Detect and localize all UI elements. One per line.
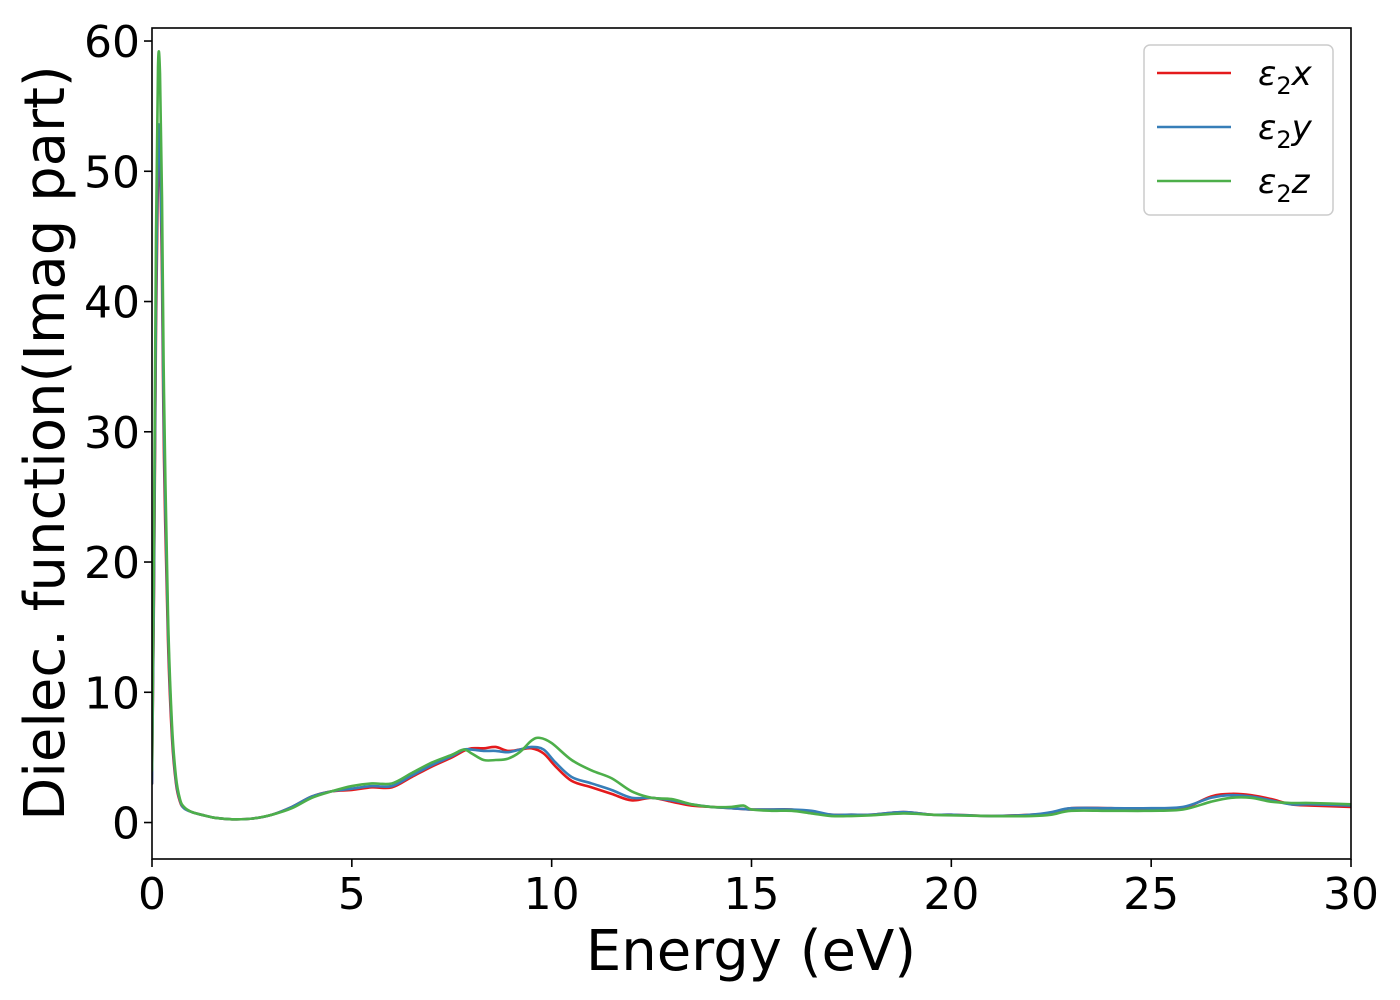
x-tick-label: 30 <box>1323 869 1379 920</box>
legend: ε2x ε2y ε2z <box>1143 44 1334 216</box>
y-tick-label: 0 <box>112 799 140 850</box>
series-line-z <box>152 50 1351 821</box>
y-tick-label: 10 <box>84 668 140 719</box>
x-tick-label: 25 <box>1123 869 1179 920</box>
x-tick-label: 15 <box>724 869 780 920</box>
y-tick-label: 20 <box>84 538 140 589</box>
x-tick-label: 20 <box>923 869 979 920</box>
legend-label-x: ε2x <box>1258 54 1313 100</box>
y-tick-label: 30 <box>84 408 140 459</box>
legend-box <box>1143 44 1334 216</box>
x-tick-label: 0 <box>138 869 166 920</box>
y-tick-label: 60 <box>84 17 140 68</box>
legend-label-y: ε2y <box>1258 108 1313 154</box>
x-tick-label: 5 <box>338 869 366 920</box>
x-tick-label: 10 <box>524 869 580 920</box>
y-axis-title: Dielec. function(Imag part) <box>13 65 78 821</box>
y-tick-label: 40 <box>84 278 140 329</box>
y-tick-label: 50 <box>84 147 140 198</box>
legend-label-z: ε2z <box>1258 162 1311 208</box>
x-axis-title: Energy (eV) <box>586 919 916 984</box>
